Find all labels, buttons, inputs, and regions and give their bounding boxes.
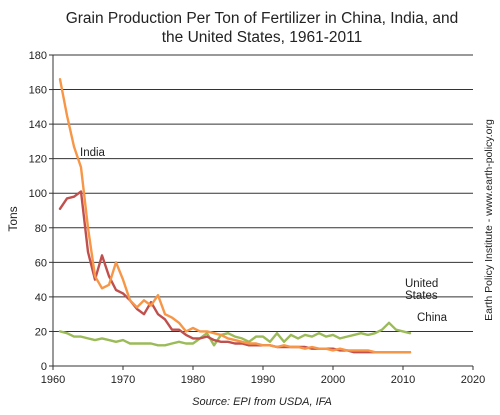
y-axis-ticks: 0 20 40 60 80 100 120 140 160 180 <box>29 50 53 373</box>
gridlines <box>52 54 473 367</box>
chart-source: Source: EPI from USDA, IFA <box>192 396 332 408</box>
x-tick-label: 1960 <box>41 374 65 386</box>
x-tick-label: 2020 <box>461 374 485 386</box>
series-line-united-states <box>58 321 412 347</box>
chart-title-line-1: Grain Production Per Ton of Fertilizer i… <box>66 10 459 27</box>
x-tick-label: 2000 <box>321 374 345 386</box>
y-tick-label: 60 <box>35 257 47 269</box>
series-label-china: China <box>417 312 448 324</box>
y-tick-label: 160 <box>29 85 47 97</box>
x-tick-label: 1980 <box>181 374 205 386</box>
y-tick-label: 140 <box>29 119 47 131</box>
series-label-united-states-line-1: United <box>405 278 438 290</box>
y-axis-label: Tons <box>6 206 20 231</box>
y-tick-label: 120 <box>29 154 47 166</box>
x-tick-label: 2010 <box>391 374 415 386</box>
x-axis-ticks: 1960 1970 1980 1990 2000 2010 2020 <box>41 366 485 386</box>
y-tick-label: 0 <box>41 361 47 373</box>
series-lines <box>58 77 412 354</box>
y-tick-label: 100 <box>29 188 47 200</box>
y-tick-label: 20 <box>35 326 47 338</box>
x-tick-label: 1970 <box>111 374 135 386</box>
series-line-india <box>58 77 412 354</box>
series-label-united-states-line-2: States <box>405 290 438 302</box>
chart-title-line-2: the United States, 1961-2011 <box>162 29 363 46</box>
y-tick-label: 80 <box>35 223 47 235</box>
x-tick-label: 1990 <box>251 374 275 386</box>
y-tick-label: 180 <box>29 50 47 62</box>
chart-credit: Earth Policy Institute - www.earth-polic… <box>483 119 495 321</box>
series-label-india: India <box>80 147 106 159</box>
y-tick-label: 40 <box>35 292 47 304</box>
